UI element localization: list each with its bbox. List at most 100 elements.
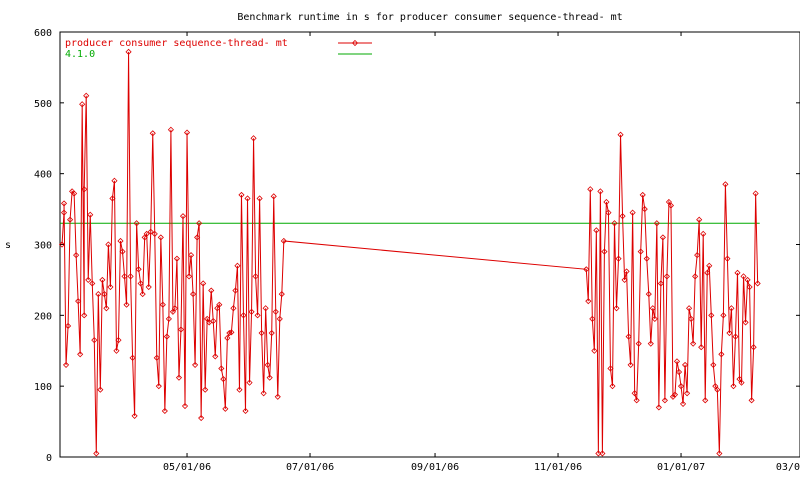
data-point-104 [264,361,271,368]
data-point-65 [185,273,193,280]
data-point-34 [123,301,130,308]
data-point-37 [129,354,136,361]
y-tick-label-4: 400 [34,170,52,181]
data-point-22 [99,276,106,283]
data-point-130 [617,131,624,138]
data-point-105 [266,374,273,381]
data-point-124 [605,209,612,216]
data-point-67 [190,291,197,298]
data-point-106 [268,329,275,337]
data-point-45 [145,283,152,291]
data-point-87 [230,305,237,312]
data-point-20 [95,291,102,298]
data-point-191 [740,273,747,280]
data-point-47 [149,130,156,137]
legend-label-series-0: producer consumer sequence-thread- mt [65,38,288,49]
data-point-141 [639,191,646,198]
data-point-125 [607,365,614,372]
data-point-181 [720,312,727,319]
data-point-97 [250,135,257,142]
data-point-158 [673,358,681,365]
data-point-26 [107,283,114,291]
x-tick-label-2: 09/01/06 [411,462,459,473]
data-point-114 [585,298,592,305]
legend-marker-series-0 [351,39,359,47]
data-point-2 [60,200,68,207]
data-point-59 [173,255,181,262]
data-point-77 [210,317,217,325]
data-point-118 [593,227,600,234]
data-point-153 [663,273,670,280]
data-point-138 [633,397,640,404]
data-point-68 [192,361,199,368]
data-point-31 [117,237,124,245]
data-point-112 [280,237,287,245]
data-point-164 [686,305,693,312]
data-point-170 [698,344,705,351]
data-point-157 [671,391,679,398]
data-point-85 [226,329,233,337]
data-point-52 [159,301,166,308]
data-point-143 [643,255,650,262]
data-point-149 [655,404,662,411]
data-point-166 [690,340,697,347]
data-point-32 [119,248,126,255]
data-point-146 [649,305,656,312]
data-point-133 [623,268,630,275]
data-point-192 [742,319,749,326]
data-point-184 [726,329,733,337]
data-point-3 [62,361,70,368]
data-point-135 [627,361,634,368]
data-point-162 [682,361,689,368]
data-point-131 [619,213,626,220]
data-point-111 [278,291,285,298]
data-point-61 [177,326,185,333]
data-point-132 [621,276,628,283]
data-point-120 [597,188,604,195]
data-point-84 [224,334,231,342]
data-point-76 [208,287,215,294]
data-point-137 [631,390,638,397]
data-point-165 [688,315,695,322]
data-point-63 [181,402,189,410]
data-point-145 [647,340,654,347]
x-tick-label-0: 05/01/06 [163,462,211,473]
data-point-190 [738,379,745,386]
data-point-29 [113,347,120,354]
data-point-81 [218,365,225,372]
data-point-54 [163,333,170,340]
data-point-119 [595,450,602,457]
data-point-195 [748,397,755,404]
data-point-186 [730,383,737,390]
data-point-0 [58,241,66,248]
y-axis-label: s [5,240,11,251]
data-point-53 [161,407,168,415]
data-point-36 [127,273,134,280]
data-point-113 [583,266,590,273]
data-point-62 [179,213,187,220]
data-point-122 [601,248,608,255]
data-point-21 [97,386,104,393]
data-point-100 [256,195,263,202]
data-point-156 [669,393,677,400]
chart-title: Benchmark runtime in s for producer cons… [237,12,622,23]
data-point-147 [651,315,658,322]
data-point-86 [228,329,235,336]
y-tick-label-3: 300 [34,241,52,252]
data-point-96 [248,308,255,315]
data-point-183 [724,255,731,262]
data-point-155 [667,202,675,209]
data-point-140 [637,248,644,255]
data-point-198 [754,280,761,287]
data-point-171 [700,230,707,237]
legend-label-series-1: 4.1.0 [65,49,95,60]
data-point-24 [103,305,110,312]
data-point-8 [73,252,80,259]
data-point-83 [222,405,229,412]
data-point-18 [91,337,98,344]
data-point-9 [75,298,82,305]
data-point-72 [200,280,207,287]
data-point-42 [139,291,146,298]
data-point-17 [89,280,96,287]
data-point-58 [171,305,178,312]
